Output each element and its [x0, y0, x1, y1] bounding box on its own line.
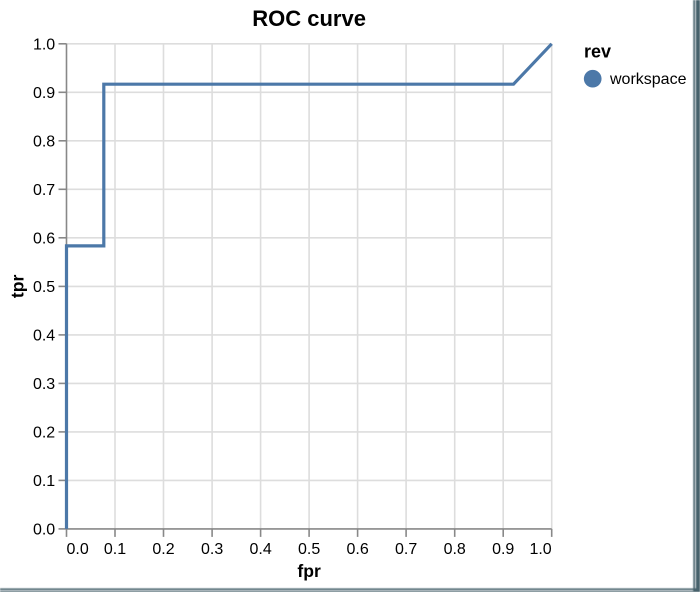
svg-text:1.0: 1.0: [33, 36, 55, 53]
svg-text:0.1: 0.1: [104, 541, 126, 558]
svg-text:0.7: 0.7: [33, 182, 55, 199]
svg-text:0.3: 0.3: [201, 541, 223, 558]
svg-text:tpr: tpr: [7, 275, 27, 299]
svg-text:0.1: 0.1: [33, 473, 55, 490]
svg-text:0.6: 0.6: [33, 230, 55, 247]
svg-text:1.0: 1.0: [529, 541, 551, 558]
svg-text:0.8: 0.8: [33, 133, 55, 150]
svg-text:ROC curve: ROC curve: [252, 6, 366, 31]
svg-text:0.5: 0.5: [33, 279, 55, 296]
svg-text:0.2: 0.2: [33, 424, 55, 441]
svg-text:0.2: 0.2: [152, 541, 174, 558]
svg-text:workspace: workspace: [609, 71, 687, 88]
svg-text:fpr: fpr: [297, 561, 321, 581]
svg-text:0.7: 0.7: [395, 541, 417, 558]
svg-text:0.4: 0.4: [249, 541, 271, 558]
svg-text:0.9: 0.9: [33, 85, 55, 102]
svg-text:0.5: 0.5: [298, 541, 320, 558]
svg-text:0.3: 0.3: [33, 376, 55, 393]
svg-text:0.9: 0.9: [492, 541, 514, 558]
svg-text:0.8: 0.8: [444, 541, 466, 558]
svg-text:0.0: 0.0: [33, 521, 55, 538]
svg-text:0.0: 0.0: [67, 541, 89, 558]
svg-text:0.4: 0.4: [33, 327, 55, 344]
svg-text:0.6: 0.6: [346, 541, 368, 558]
svg-text:rev: rev: [584, 42, 611, 62]
